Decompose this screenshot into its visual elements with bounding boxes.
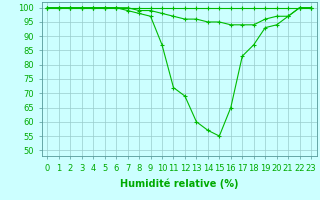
X-axis label: Humidité relative (%): Humidité relative (%) [120,178,238,189]
